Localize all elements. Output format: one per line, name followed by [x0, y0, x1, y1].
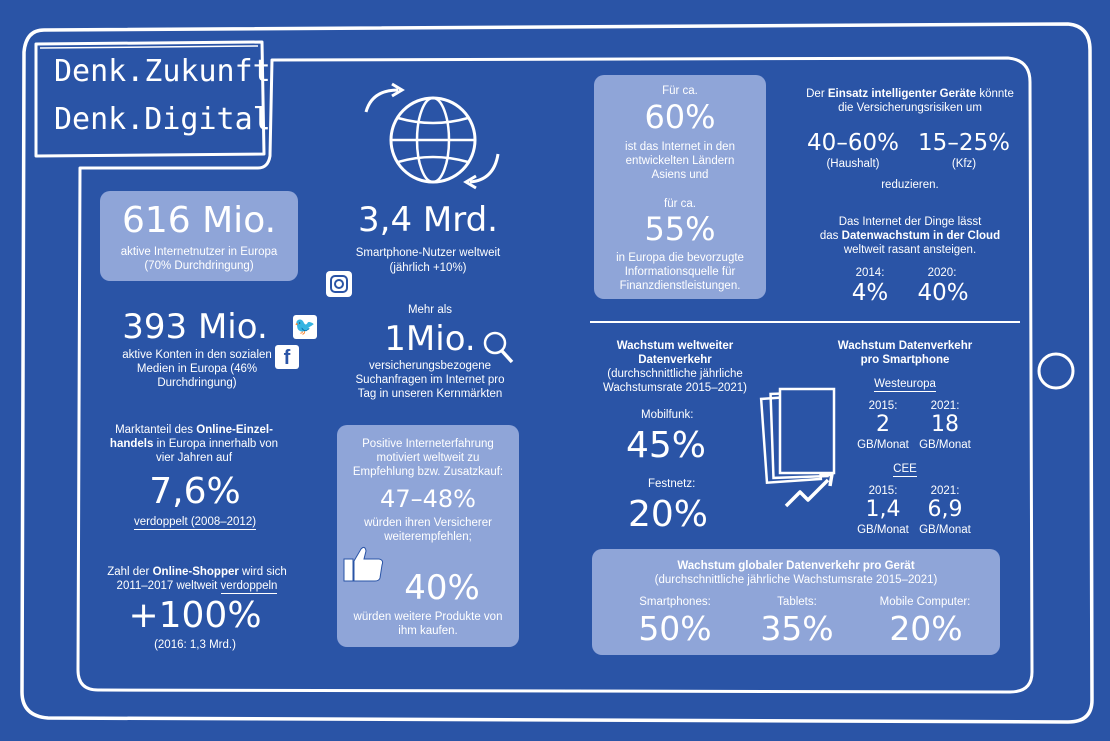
iot-value-1: 4%	[851, 280, 889, 306]
experience-box: Positive Interneterfahrung motiviert wel…	[337, 425, 519, 647]
r1-year-1: 2015:	[868, 400, 898, 412]
experience-text-2: würden weitere Produkte von ihm kaufen.	[353, 611, 503, 637]
device-value-smartphones: 50%	[638, 609, 712, 648]
thumbs-up-icon	[343, 546, 384, 582]
smart-devices-value-2: 15–25%	[918, 130, 1010, 156]
traffic-title-2: Datenverkehr	[638, 354, 712, 366]
device-traffic-sub: (durchschnittliche jährliche Wachstumsra…	[654, 574, 938, 586]
online-shoppers-value: +100%	[128, 595, 262, 636]
smart-devices-value-1: 40–60%	[807, 130, 899, 156]
traffic-sub: (durchschnittliche jährliche Wachstumsra…	[602, 368, 748, 394]
traffic-fixed-label: Festnetz:	[648, 478, 696, 490]
smart-devices-label-1: (Haushalt)	[826, 158, 880, 170]
iot-intro-3: weltweit rasant ansteigen.	[843, 244, 977, 256]
iot-value-2: 40%	[917, 280, 969, 306]
traffic-title-1: Wachstum weltweiter	[616, 340, 734, 352]
experience-value-1: 47–48%	[380, 485, 476, 513]
r1-value-2: 18	[931, 412, 959, 437]
r1-year-2: 2021:	[930, 400, 960, 412]
experience-text-1: würden ihren Versicherer weiterempfehlen…	[364, 517, 492, 543]
region-cee: CEE	[893, 463, 917, 477]
device-traffic-title: Wachstum globaler Datenverkehr pro Gerät	[677, 560, 915, 572]
iot-year-1: 2014:	[855, 267, 885, 279]
internet-users-label: aktive Internetnutzer in Europa (70% Dur…	[120, 246, 278, 272]
title-line-1: Denk.Zukunft	[54, 54, 271, 89]
documents-icon	[759, 387, 836, 485]
info-source-value-2: 55%	[644, 210, 716, 248]
smart-devices-label-2: (Kfz)	[951, 158, 977, 170]
home-button-icon[interactable]	[1036, 351, 1076, 391]
device-label-tablets: Tablets:	[777, 596, 817, 608]
smart-devices-intro: Der Einsatz intelligenter Geräte könnte …	[806, 88, 1014, 114]
device-value-mobile-computer: 20%	[889, 609, 963, 648]
smartphone-users-label-2: (jährlich +10%)	[389, 262, 467, 274]
info-source-text-1: ist das Internet in den entwickelten Län…	[625, 141, 735, 181]
online-shoppers-label: Zahl der Online-Shopper wird sich 2011–2…	[107, 566, 287, 594]
traffic-fixed-value: 20%	[628, 494, 709, 535]
r2-year-2: 2021:	[930, 485, 960, 497]
r2-value-1: 1,4	[865, 497, 901, 522]
r2-unit-1: GB/Monat	[857, 524, 909, 536]
iot-intro-1: Das Internet der Dinge lässt	[838, 216, 982, 228]
social-accounts-value: 393 Mio.	[122, 307, 268, 347]
device-value-tablets: 35%	[760, 609, 834, 648]
info-source-box: Für ca. 60% ist das Internet in den entw…	[594, 75, 766, 299]
trend-arrow-icon	[784, 471, 835, 508]
searches-label: versicherungsbezogene Suchanfragen im In…	[355, 360, 505, 400]
smartphone-traffic-title-2: pro Smartphone	[860, 354, 950, 366]
online-retail-label: Marktanteil des Online-Einzel-handels in…	[109, 424, 279, 464]
r2-unit-2: GB/Monat	[919, 524, 971, 536]
smartphone-users-label-1: Smartphone-Nutzer weltweit	[355, 247, 501, 259]
region-westeuropa: Westeuropa	[874, 378, 936, 392]
device-label-smartphones: Smartphones:	[639, 596, 711, 608]
r2-value-2: 6,9	[927, 497, 963, 522]
smart-devices-outro: reduzieren.	[881, 179, 939, 191]
r1-unit-1: GB/Monat	[857, 439, 909, 451]
magnifier-icon	[483, 331, 514, 364]
searches-pre: Mehr als	[407, 304, 453, 316]
online-retail-note: verdoppelt (2008–2012)	[133, 516, 257, 530]
device-traffic-box: Wachstum globaler Datenverkehr pro Gerät…	[592, 549, 1000, 655]
online-shoppers-note: (2016: 1,3 Mrd.)	[154, 639, 236, 651]
device-label-mobile-computer: Mobile Computer:	[879, 596, 971, 608]
iot-year-2: 2020:	[927, 267, 957, 279]
social-accounts-label: aktive Konten in den sozialen Medien in …	[122, 349, 272, 389]
iot-intro-2: das Datenwachstum in der Cloud	[819, 230, 1001, 242]
searches-value: 1Mio.	[384, 319, 476, 359]
online-retail-value: 7,6%	[149, 471, 241, 512]
experience-intro: Positive Interneterfahrung motiviert wel…	[352, 438, 504, 478]
info-source-pre-1: Für ca.	[662, 85, 698, 97]
internet-users-value: 616 Mio.	[121, 200, 277, 241]
internet-users-box: 616 Mio. aktive Internetnutzer in Europa…	[100, 191, 298, 281]
globe-icon	[364, 82, 500, 190]
smartphone-traffic-title-1: Wachstum Datenverkehr	[837, 340, 973, 352]
info-source-pre-2: für ca.	[664, 198, 696, 210]
smartphone-users-value: 3,4 Mrd.	[358, 200, 498, 240]
traffic-mobile-value: 45%	[626, 425, 707, 466]
instagram-icon	[326, 271, 352, 297]
traffic-mobile-label: Mobilfunk:	[641, 409, 694, 421]
info-source-value-1: 60%	[644, 98, 716, 136]
r1-value-1: 2	[876, 412, 890, 437]
r2-year-1: 2015:	[868, 485, 898, 497]
facebook-icon: f	[275, 345, 299, 369]
experience-value-2: 40%	[404, 568, 480, 608]
title-line-2: Denk.Digital	[54, 102, 271, 137]
twitter-icon: 🐦	[293, 315, 317, 339]
info-source-text-2: in Europa die bevorzugte Informationsque…	[616, 252, 744, 292]
r1-unit-2: GB/Monat	[919, 439, 971, 451]
